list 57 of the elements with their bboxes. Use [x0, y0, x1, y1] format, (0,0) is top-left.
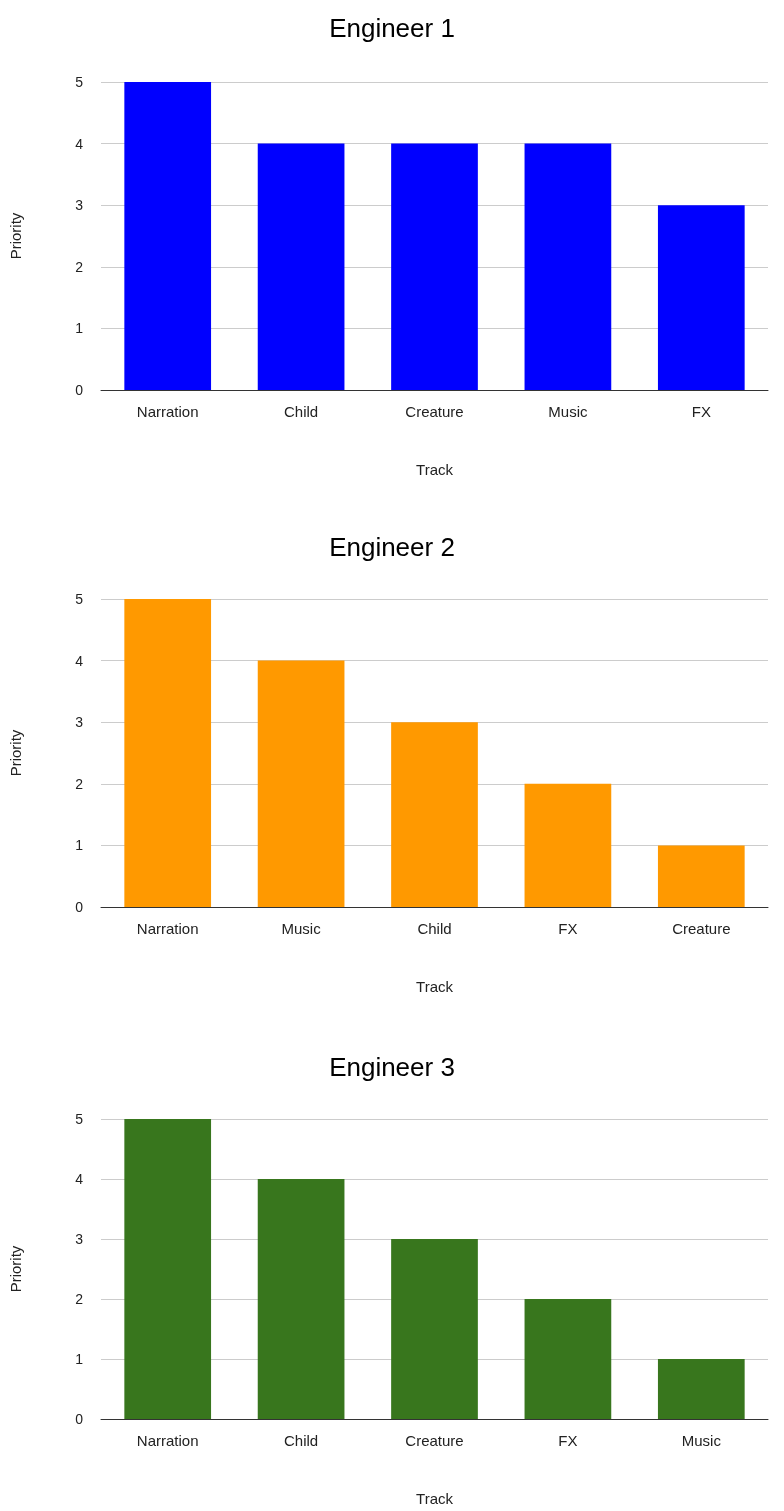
y-tick-label: 2	[75, 258, 84, 275]
y-tick-label: 4	[75, 135, 84, 152]
bar	[391, 722, 478, 907]
y-tick-label: 5	[75, 1111, 84, 1127]
x-tick-label: Creature	[405, 1432, 464, 1449]
x-axis-title: Track	[416, 461, 454, 478]
bar	[657, 845, 745, 907]
y-tick-label: 4	[75, 1171, 84, 1187]
bar	[524, 143, 612, 390]
bar	[124, 599, 212, 907]
y-tick-label: 3	[75, 1231, 84, 1247]
x-axis-title: Track	[416, 1490, 454, 1507]
x-tick-label: Music	[548, 403, 588, 420]
bar	[257, 660, 345, 907]
bar	[257, 1179, 345, 1419]
bar	[391, 143, 478, 390]
bar	[124, 82, 212, 390]
y-tick-label: 1	[75, 320, 84, 337]
y-tick-label: 0	[75, 1411, 84, 1427]
x-tick-label: Child	[417, 920, 452, 937]
chart-title: Engineer 1	[329, 13, 455, 43]
x-tick-label: Music	[281, 920, 322, 937]
y-axis-title: Priority	[7, 1245, 24, 1293]
bar	[657, 1359, 745, 1419]
y-tick-label: 3	[75, 714, 84, 731]
y-tick-label: 5	[75, 591, 84, 607]
x-axis-title: Track	[416, 978, 454, 995]
y-axis-title: Priority	[7, 212, 24, 260]
y-tick-label: 4	[75, 652, 84, 669]
y-tick-label: 2	[75, 1291, 84, 1307]
x-tick-label: Child	[284, 403, 319, 420]
bar	[524, 1299, 612, 1419]
y-tick-label: 0	[75, 382, 84, 398]
x-tick-label: Narration	[136, 403, 199, 420]
x-tick-label: FX	[558, 920, 578, 937]
y-axis-title: Priority	[7, 729, 24, 777]
chart-title: Engineer 3	[329, 1052, 455, 1082]
y-tick-label: 1	[75, 837, 84, 854]
y-tick-label: 2	[75, 775, 84, 792]
bar	[257, 143, 345, 390]
x-tick-label: Narration	[136, 1432, 199, 1449]
x-tick-label: Creature	[405, 403, 464, 420]
y-tick-label: 3	[75, 197, 84, 214]
bar	[657, 205, 745, 390]
x-tick-label: Music	[681, 1432, 722, 1449]
y-tick-label: 5	[75, 74, 84, 90]
x-tick-label: Child	[284, 1432, 319, 1449]
x-tick-label: Narration	[136, 920, 199, 937]
y-tick-label: 1	[75, 1351, 84, 1367]
bar	[524, 783, 612, 907]
bar	[391, 1239, 478, 1419]
chart-title: Engineer 2	[329, 532, 455, 562]
y-tick-label: 0	[75, 899, 84, 915]
x-tick-label: FX	[558, 1432, 578, 1449]
x-tick-label: Creature	[672, 920, 731, 937]
x-tick-label: FX	[691, 403, 711, 420]
bar	[124, 1119, 212, 1419]
